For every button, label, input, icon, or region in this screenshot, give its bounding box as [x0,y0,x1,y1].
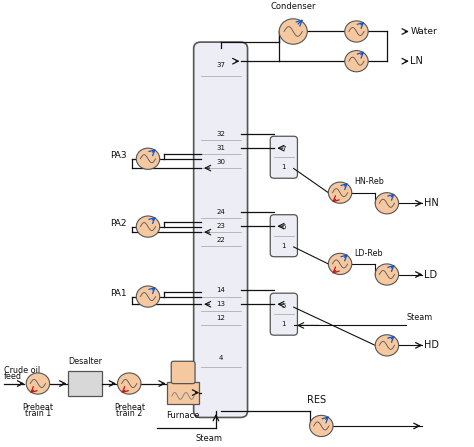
Text: 1: 1 [282,321,286,327]
Text: train 1: train 1 [25,409,51,418]
Text: 6: 6 [282,224,286,231]
Circle shape [279,19,307,44]
Text: PA3: PA3 [110,151,127,160]
Text: Furnace: Furnace [166,411,200,420]
Text: PA2: PA2 [110,219,127,228]
Text: 30: 30 [216,159,225,165]
Text: 12: 12 [216,315,225,321]
Circle shape [137,286,160,307]
Text: LD: LD [424,270,438,279]
Text: HN: HN [424,198,439,208]
Text: 4: 4 [219,355,223,361]
Text: 22: 22 [216,237,225,243]
Circle shape [310,415,333,437]
Text: Steam: Steam [195,434,222,443]
Circle shape [375,193,399,214]
Text: Desalter: Desalter [68,357,102,366]
Text: 7: 7 [282,146,286,152]
Circle shape [137,216,160,237]
Text: HD: HD [424,340,439,350]
Text: 24: 24 [216,209,225,215]
Polygon shape [167,381,199,404]
Text: PA1: PA1 [110,289,127,298]
Circle shape [375,335,399,356]
Text: 37: 37 [216,63,225,68]
Text: LD-Reb: LD-Reb [354,249,383,257]
Circle shape [137,148,160,169]
FancyBboxPatch shape [171,361,195,384]
FancyBboxPatch shape [68,371,101,396]
Circle shape [118,373,141,394]
Circle shape [328,253,352,274]
Text: 5: 5 [282,303,286,309]
FancyBboxPatch shape [270,215,297,257]
Text: LN: LN [410,56,423,66]
Circle shape [375,264,399,285]
Text: 31: 31 [216,145,225,151]
Text: 32: 32 [216,131,225,137]
Circle shape [26,373,50,394]
FancyBboxPatch shape [270,293,297,335]
Text: 14: 14 [216,287,225,293]
FancyBboxPatch shape [270,136,297,178]
Text: 1: 1 [282,243,286,249]
Text: Preheat: Preheat [22,404,54,413]
Text: Steam: Steam [407,313,433,322]
Text: feed: feed [4,372,22,381]
FancyBboxPatch shape [194,42,247,417]
Text: 13: 13 [216,301,225,307]
Circle shape [345,21,368,42]
Circle shape [328,182,352,203]
Text: train 2: train 2 [116,409,143,418]
Text: 1: 1 [282,164,286,170]
Text: Condenser: Condenser [271,2,316,11]
Circle shape [345,51,368,72]
Text: Crude oil: Crude oil [4,366,40,375]
Text: HN-Reb: HN-Reb [354,177,384,186]
Text: RES: RES [307,395,326,405]
Text: Preheat: Preheat [114,404,145,413]
Text: Water: Water [410,27,437,36]
Text: 23: 23 [216,223,225,229]
